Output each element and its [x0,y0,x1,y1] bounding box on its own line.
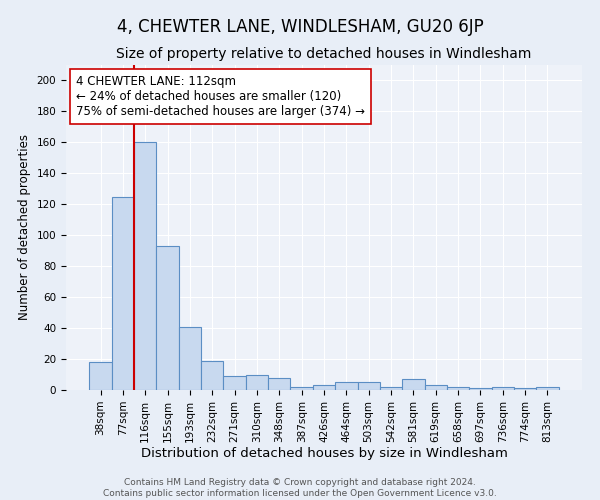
Bar [447,387,469,390]
X-axis label: Distribution of detached houses by size in Windlesham: Distribution of detached houses by size … [140,448,508,460]
Bar [536,387,559,390]
Bar [268,378,290,390]
Bar [358,382,380,390]
Bar [89,362,112,390]
Bar [246,374,268,390]
Bar [469,388,491,390]
Bar [179,326,201,390]
Bar [491,387,514,390]
Bar [380,387,402,390]
Title: Size of property relative to detached houses in Windlesham: Size of property relative to detached ho… [116,47,532,61]
Bar [335,382,358,390]
Bar [402,379,425,390]
Bar [313,386,335,390]
Bar [514,388,536,390]
Bar [223,376,246,390]
Bar [425,386,447,390]
Bar [134,142,157,390]
Text: Contains HM Land Registry data © Crown copyright and database right 2024.
Contai: Contains HM Land Registry data © Crown c… [103,478,497,498]
Text: 4, CHEWTER LANE, WINDLESHAM, GU20 6JP: 4, CHEWTER LANE, WINDLESHAM, GU20 6JP [116,18,484,36]
Bar [112,196,134,390]
Text: 4 CHEWTER LANE: 112sqm
← 24% of detached houses are smaller (120)
75% of semi-de: 4 CHEWTER LANE: 112sqm ← 24% of detached… [76,74,365,118]
Bar [157,246,179,390]
Y-axis label: Number of detached properties: Number of detached properties [18,134,31,320]
Bar [290,387,313,390]
Bar [201,360,223,390]
